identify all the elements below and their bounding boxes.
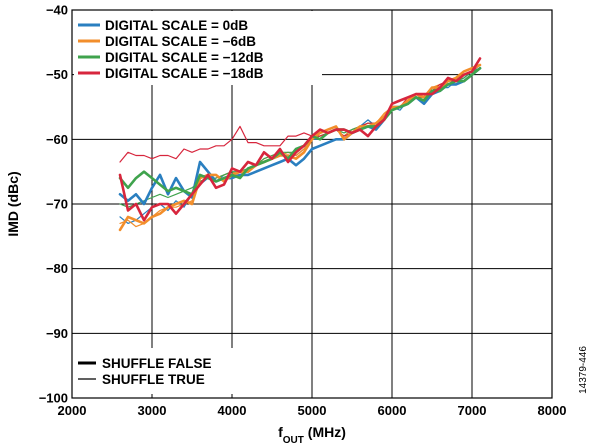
y-tick-label: −60 xyxy=(46,132,68,147)
legend-entry: DIGITAL SCALE = −12dB xyxy=(105,50,264,65)
series-line-shuffle-true-2 xyxy=(119,67,481,208)
series-line-shuffle-true-3 xyxy=(119,64,481,163)
x-axis-label-units: (MHz) xyxy=(304,424,346,440)
x-tick-label: 4000 xyxy=(218,403,247,418)
figure-id: 14379-446 xyxy=(578,346,589,394)
y-tick-label: −70 xyxy=(46,197,68,212)
plot-frame xyxy=(71,9,553,399)
legend-entry: DIGITAL SCALE = 0dB xyxy=(105,18,248,33)
y-tick-label: −90 xyxy=(46,326,68,341)
y-tick-label: −80 xyxy=(46,261,68,276)
y-tick-label: −40 xyxy=(46,3,68,18)
y-axis-label: IMD (dBc) xyxy=(5,171,21,236)
y-tick-label: −50 xyxy=(46,67,68,82)
x-axis-label-sub: OUT xyxy=(283,435,304,446)
series-line-shuffle-false-7 xyxy=(118,57,482,222)
x-axis-label: fOUT (MHz) xyxy=(278,424,346,446)
x-tick-label: 6000 xyxy=(378,403,407,418)
series-layer xyxy=(118,57,482,232)
x-axis-label-main: f xyxy=(278,424,283,440)
x-tick-label: 3000 xyxy=(138,403,167,418)
y-tick-labels: −40 −50 −60 −70 −80 −90 −100 xyxy=(39,3,68,406)
legend-background xyxy=(74,11,322,85)
y-tick-label: −100 xyxy=(39,391,68,406)
shuffle-legend-entry: SHUFFLE FALSE xyxy=(102,356,212,371)
series-line-shuffle-true-0 xyxy=(119,67,481,224)
series-line-shuffle-false-5 xyxy=(118,63,482,232)
x-tick-label: 7000 xyxy=(458,403,487,418)
x-tick-label: 2000 xyxy=(58,403,87,418)
x-tick-label: 5000 xyxy=(298,403,327,418)
series-line-shuffle-false-4 xyxy=(118,66,482,206)
legend-entry: DIGITAL SCALE = −18dB xyxy=(105,66,264,81)
shuffle-legend-background xyxy=(74,348,242,394)
x-tick-labels: 2000 3000 4000 5000 6000 7000 8000 xyxy=(58,403,567,418)
shuffle-legend-entry: SHUFFLE TRUE xyxy=(102,372,205,387)
legend-entry: DIGITAL SCALE = −6dB xyxy=(105,34,256,49)
series-line-shuffle-false-6 xyxy=(118,66,482,196)
x-tick-label: 8000 xyxy=(538,403,567,418)
